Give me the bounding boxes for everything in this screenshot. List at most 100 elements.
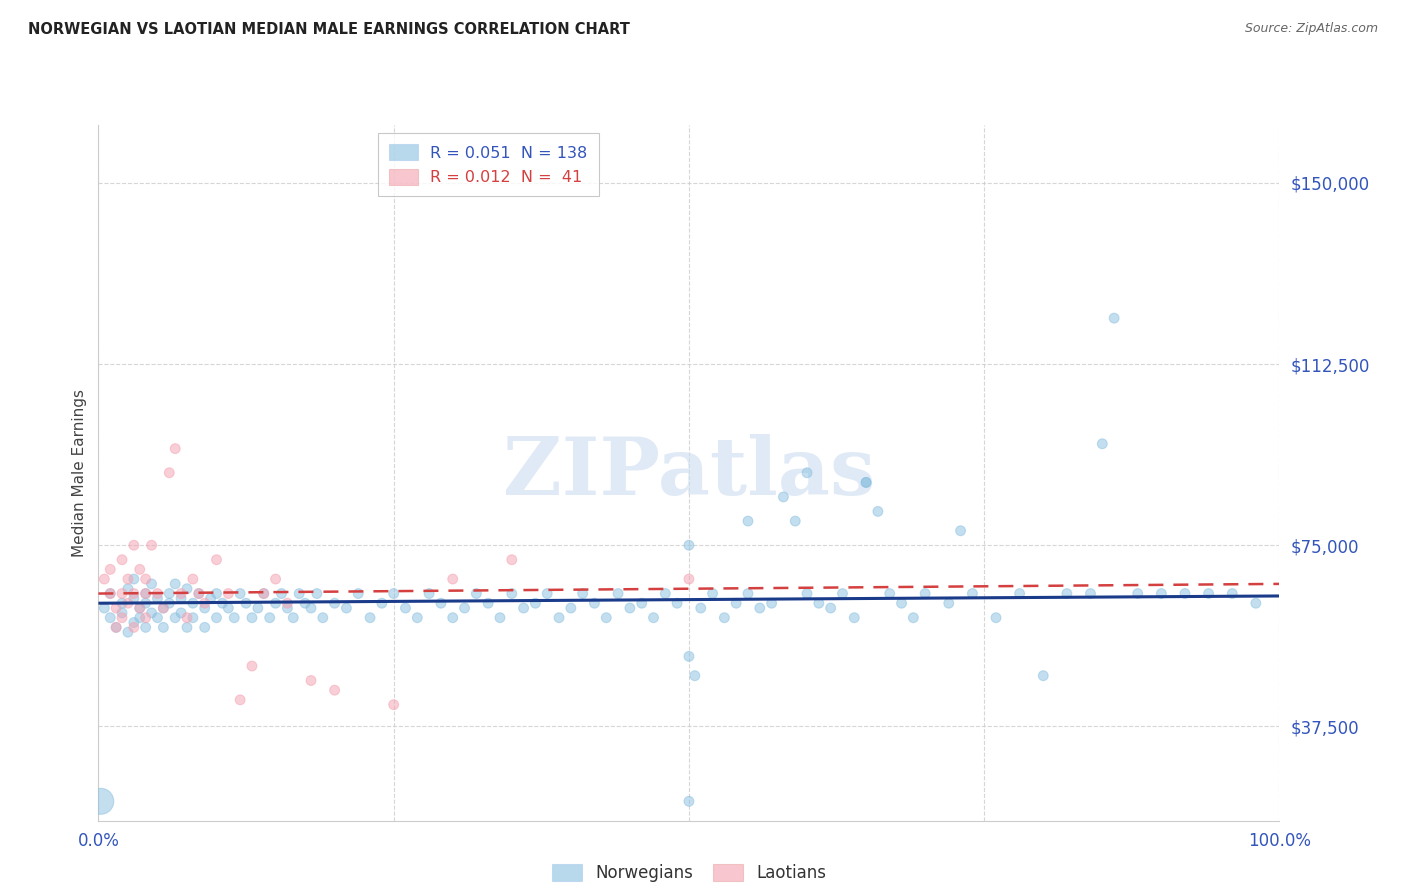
Point	[831, 586, 853, 600]
Point	[678, 794, 700, 808]
Point	[217, 586, 239, 600]
Point	[141, 538, 163, 552]
Point	[176, 582, 198, 596]
Point	[394, 601, 416, 615]
Point	[205, 611, 228, 625]
Point	[276, 601, 298, 615]
Point	[879, 586, 901, 600]
Point	[176, 620, 198, 634]
Point	[477, 596, 499, 610]
Point	[654, 586, 676, 600]
Point	[666, 596, 689, 610]
Point	[1008, 586, 1031, 600]
Point	[128, 601, 150, 615]
Point	[643, 611, 665, 625]
Text: ZIPatlas: ZIPatlas	[503, 434, 875, 512]
Point	[253, 586, 276, 600]
Point	[122, 615, 145, 630]
Point	[548, 611, 571, 625]
Point	[264, 572, 287, 586]
Text: Source: ZipAtlas.com: Source: ZipAtlas.com	[1244, 22, 1378, 36]
Point	[181, 572, 204, 586]
Point	[512, 601, 534, 615]
Point	[259, 611, 281, 625]
Point	[359, 611, 381, 625]
Point	[117, 582, 139, 596]
Point	[962, 586, 984, 600]
Point	[105, 620, 128, 634]
Point	[152, 620, 174, 634]
Point	[229, 693, 252, 707]
Point	[305, 586, 328, 600]
Point	[441, 611, 464, 625]
Point	[276, 596, 298, 610]
Point	[689, 601, 711, 615]
Point	[135, 620, 157, 634]
Point	[453, 601, 475, 615]
Point	[170, 606, 193, 620]
Point	[194, 620, 217, 634]
Point	[111, 552, 134, 567]
Point	[294, 596, 316, 610]
Point	[117, 572, 139, 586]
Y-axis label: Median Male Earnings: Median Male Earnings	[72, 389, 87, 557]
Point	[1091, 437, 1114, 451]
Point	[146, 586, 169, 600]
Point	[844, 611, 866, 625]
Point	[165, 611, 187, 625]
Point	[240, 611, 263, 625]
Point	[141, 606, 163, 620]
Point	[524, 596, 547, 610]
Point	[571, 586, 593, 600]
Point	[785, 514, 807, 528]
Point	[111, 606, 134, 620]
Point	[1056, 586, 1078, 600]
Point	[1220, 586, 1243, 600]
Point	[323, 683, 346, 698]
Point	[560, 601, 582, 615]
Point	[619, 601, 641, 615]
Point	[122, 591, 145, 606]
Point	[111, 586, 134, 600]
Point	[489, 611, 512, 625]
Point	[98, 586, 121, 600]
Point	[855, 475, 877, 490]
Point	[270, 586, 292, 600]
Point	[176, 611, 198, 625]
Point	[170, 586, 193, 600]
Point	[283, 611, 305, 625]
Point	[105, 620, 128, 634]
Point	[98, 562, 121, 576]
Point	[371, 596, 394, 610]
Point	[890, 596, 912, 610]
Point	[1198, 586, 1220, 600]
Legend: Norwegians, Laotians: Norwegians, Laotians	[541, 855, 837, 892]
Point	[128, 562, 150, 576]
Point	[1126, 586, 1149, 600]
Point	[128, 601, 150, 615]
Point	[135, 586, 157, 600]
Point	[187, 586, 209, 600]
Point	[205, 552, 228, 567]
Point	[122, 586, 145, 600]
Point	[211, 596, 233, 610]
Point	[984, 611, 1007, 625]
Point	[157, 586, 180, 600]
Point	[170, 591, 193, 606]
Point	[678, 572, 700, 586]
Point	[702, 586, 724, 600]
Point	[938, 596, 960, 610]
Point	[1244, 596, 1267, 610]
Point	[246, 601, 269, 615]
Point	[903, 611, 925, 625]
Point	[93, 601, 115, 615]
Point	[181, 611, 204, 625]
Point	[772, 490, 794, 504]
Point	[135, 596, 157, 610]
Point	[1080, 586, 1102, 600]
Point	[737, 514, 759, 528]
Point	[713, 611, 735, 625]
Point	[299, 673, 322, 688]
Point	[465, 586, 488, 600]
Point	[1102, 311, 1125, 326]
